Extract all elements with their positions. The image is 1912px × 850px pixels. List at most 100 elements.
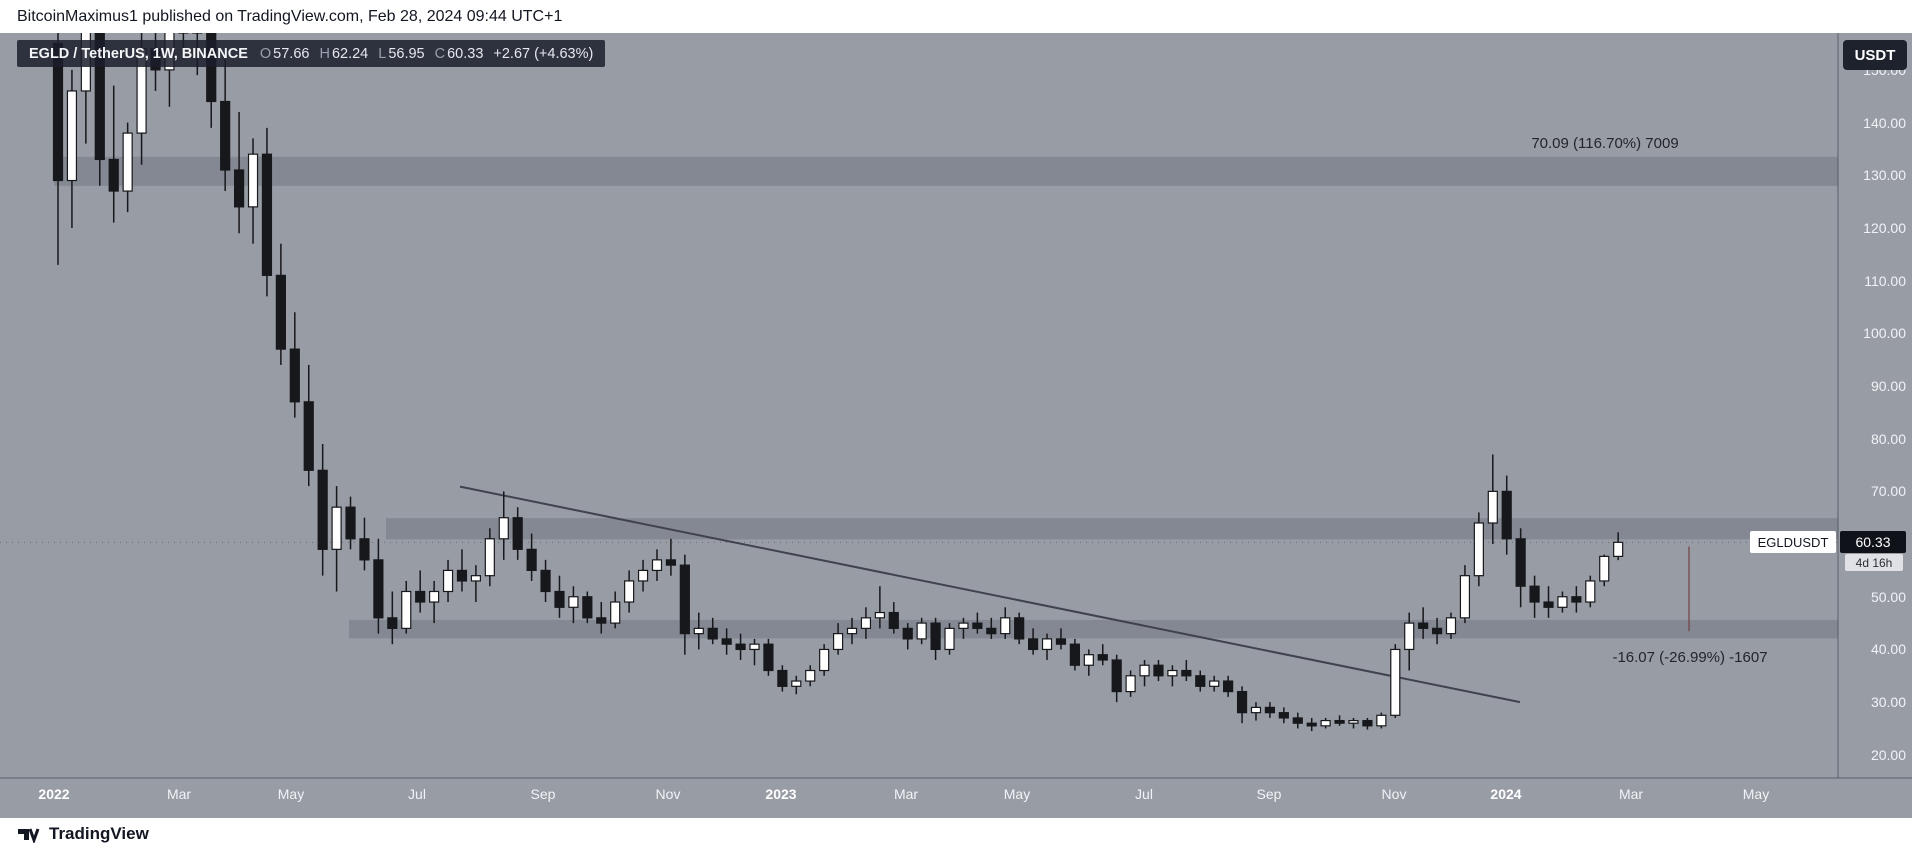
price-tick-label: 110.00 <box>1864 272 1906 289</box>
candle-body-down <box>1111 659 1122 693</box>
candle-body-up <box>429 590 440 603</box>
candle-body-down <box>233 169 245 208</box>
price-tick-label: 50.00 <box>1870 588 1906 605</box>
candle-body-up <box>484 538 495 577</box>
candle-body-down <box>220 100 231 171</box>
candle <box>707 617 718 645</box>
candle <box>1585 575 1596 608</box>
time-tick-label: May <box>1742 786 1770 802</box>
candle <box>1543 586 1554 618</box>
candle-body-down <box>345 506 356 540</box>
candle <box>1278 707 1289 724</box>
ohlc-readout: O 57.66 H 62.24 L 56.95 C 60.33 +2.67 (+4.63… <box>260 46 593 62</box>
candle-body-down <box>1055 638 1067 645</box>
candle <box>860 607 872 639</box>
candle <box>1000 607 1011 639</box>
candle <box>1390 644 1401 718</box>
footer-bar: TradingView <box>0 818 1912 850</box>
candle-body-up <box>1599 555 1610 582</box>
price-tick-label: 20.00 <box>1870 746 1906 763</box>
candle <box>512 507 523 560</box>
candle <box>498 491 509 560</box>
candle <box>1236 686 1248 724</box>
candle-body-up <box>122 132 133 192</box>
chart-backdrop <box>0 33 1912 818</box>
candle-body-up <box>498 517 509 540</box>
currency-badge: USDT <box>1843 40 1907 70</box>
candle <box>331 486 342 592</box>
candle <box>1529 575 1540 618</box>
candle <box>1515 528 1526 608</box>
candle <box>1613 532 1624 561</box>
candle <box>874 586 885 629</box>
candle-body-up <box>1209 680 1220 687</box>
candle <box>1111 654 1122 703</box>
candle <box>596 602 607 634</box>
price-tick-label: 90.00 <box>1870 378 1906 394</box>
change-value: +2.67 (+4.63%) <box>493 45 594 62</box>
candle-body-down <box>554 590 565 608</box>
time-tick-label: 2024 <box>1490 786 1522 802</box>
candle <box>415 570 426 613</box>
candle <box>721 628 732 655</box>
low-label: L <box>378 45 387 62</box>
candle <box>387 591 398 645</box>
candle <box>554 575 565 618</box>
candle <box>1027 628 1039 655</box>
time-tick-label: Mar <box>893 786 919 802</box>
candle-body-down <box>178 33 189 34</box>
candle-body-up <box>1404 622 1415 651</box>
candle <box>749 638 760 666</box>
high-label: H <box>319 45 330 62</box>
candle-body-down <box>1515 538 1526 587</box>
candle <box>1334 715 1345 726</box>
candle-body-up <box>624 580 635 603</box>
candle-body-down <box>735 643 746 651</box>
candle-body-down <box>1264 706 1276 714</box>
candle-body-down <box>1362 719 1373 727</box>
candle-body-up <box>1320 719 1331 727</box>
candle <box>303 364 314 487</box>
candle-body-down <box>1543 601 1554 608</box>
candle-body-up <box>651 559 663 572</box>
tradingview-logo-icon <box>18 828 40 843</box>
candle-body-down <box>373 559 384 619</box>
measurement-label-lower: -16.07 (-26.99%) -1607 <box>1612 649 1768 666</box>
candle <box>777 665 788 692</box>
candle <box>693 612 704 650</box>
candle-body-up <box>331 506 342 550</box>
measurement-label-upper: 70.09 (116.70%) 7009 <box>1531 135 1679 152</box>
tradingview-logo-link[interactable]: TradingView <box>17 824 149 844</box>
candle-body-up <box>1557 596 1568 608</box>
candle <box>568 586 579 624</box>
candle-body-up <box>860 617 872 629</box>
time-tick-label: May <box>1003 786 1031 802</box>
candle <box>373 538 384 634</box>
candle <box>1069 638 1080 671</box>
symbol-price-label: EGLDUSDT <box>1750 531 1836 554</box>
candle <box>359 517 370 571</box>
last-price-badge: 60.33 <box>1840 531 1906 554</box>
time-tick-label: Jul <box>408 786 426 802</box>
plot-layer <box>0 33 1838 732</box>
candle-body-up <box>1041 638 1053 651</box>
low-value: 56.95 <box>388 45 425 62</box>
candle <box>261 127 273 297</box>
candle <box>846 617 858 645</box>
candle <box>805 665 816 687</box>
candle <box>651 549 663 581</box>
candle <box>456 549 468 592</box>
candle <box>1264 702 1276 718</box>
candle <box>233 112 245 234</box>
time-tick-label: Nov <box>655 786 681 802</box>
time-tick-label: Mar <box>1618 786 1644 802</box>
candle <box>1181 659 1192 682</box>
candle <box>220 59 231 192</box>
candle <box>1139 659 1150 687</box>
candle-body-up <box>1473 522 1484 577</box>
candle <box>679 554 690 655</box>
candle <box>484 528 495 587</box>
candle <box>247 138 259 244</box>
candle <box>122 122 133 213</box>
candle-body-down <box>707 627 718 640</box>
